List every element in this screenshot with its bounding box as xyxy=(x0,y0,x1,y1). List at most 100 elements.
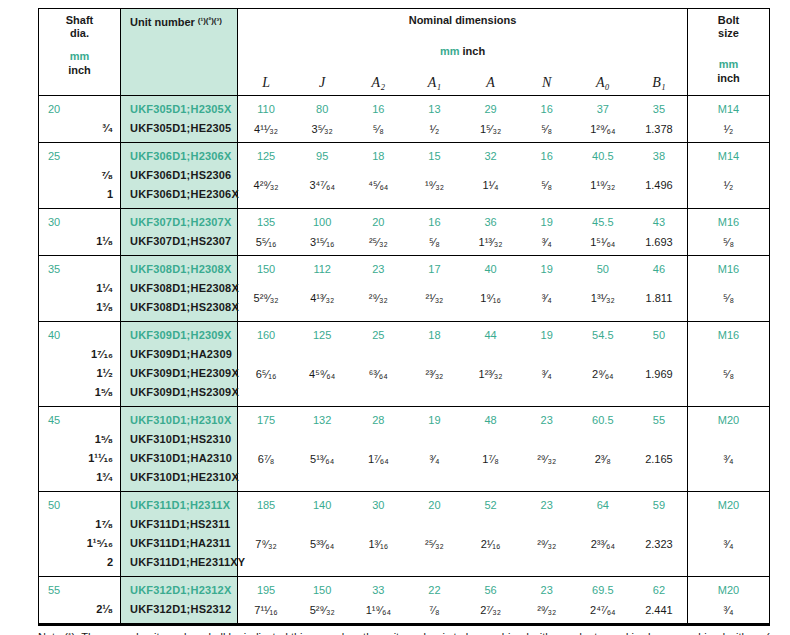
shaft-inch-value: 1³⁄₈ xyxy=(39,298,120,317)
dim-mm-value: 100 xyxy=(294,213,350,232)
dim-cell-col-4: 481⁷⁄₈ xyxy=(463,406,519,491)
dim-inch-value: 2⁴⁷⁄₆₄ xyxy=(590,604,616,616)
dim-mm-value: 19 xyxy=(519,326,575,345)
dim-inch-value: 1¹⁄₄ xyxy=(483,179,499,191)
dim-cell-col-7: 351.378 xyxy=(631,95,687,142)
shaft-dia-cell: 401⁷⁄₁₆1¹⁄₂1⁵⁄₈ xyxy=(39,321,121,406)
bolt-inch-value: ⁵⁄₈ xyxy=(723,368,734,380)
dim-cell-col-6: 54.52⁹⁄₆₄ xyxy=(575,321,631,406)
dim-inch-wrap: 1¹⁄₄ xyxy=(463,166,519,204)
dim-mm-value: 20 xyxy=(350,213,406,232)
dim-inch-wrap: 2.323 xyxy=(631,515,687,572)
dim-inch-value: ⁷⁄₈ xyxy=(429,604,439,616)
dim-inch-wrap: 2⁷⁄₃₂ xyxy=(463,600,519,619)
dim-cell-col-7: 461.811 xyxy=(631,255,687,321)
dim-inch-value: 6⁵⁄₁₆ xyxy=(256,368,277,380)
dim-mm-value: 29 xyxy=(463,100,519,119)
dim-mm-value: 150 xyxy=(238,260,294,279)
dim-cell-col-2: 331¹⁹⁄₆₄ xyxy=(350,576,406,623)
dim-cell-col-0: 1606⁵⁄₁₆ xyxy=(238,321,294,406)
dim-inch-value: 1.496 xyxy=(645,179,673,191)
dim-inch-wrap: ¹⁄₂ xyxy=(406,119,462,138)
dim-inch-wrap: 2³⁄₈ xyxy=(575,430,631,487)
dim-mm-value: 46 xyxy=(631,260,687,279)
footnote: Note (¹): The second unit number shall b… xyxy=(38,630,770,635)
dim-inch-wrap: 4²⁹⁄₃₂ xyxy=(238,166,294,204)
dim-inch-value: 4²⁹⁄₃₂ xyxy=(254,179,279,191)
header-bolt-mm-label: mm xyxy=(688,57,769,71)
unit-number: UKF311D1;H2311X xyxy=(121,496,237,515)
dim-mm-value: 195 xyxy=(238,581,294,600)
dim-inch-value: 7¹¹⁄₁₆ xyxy=(254,604,277,616)
unit-number-cell: UKF312D1;H2312XUKF312D1;HS2312 xyxy=(121,576,238,623)
dim-inch-wrap: 1³¹⁄₃₂ xyxy=(575,279,631,317)
bolt-inch-wrap: ³⁄₄ xyxy=(688,430,769,487)
dim-inch-value: 1.969 xyxy=(645,368,673,380)
dim-inch-value: 2.441 xyxy=(645,604,673,616)
dim-inch-wrap: ⁷⁄₈ xyxy=(406,600,462,619)
dim-inch-value: 6⁷⁄₈ xyxy=(258,453,275,465)
dim-inch-wrap: 6⁷⁄₈ xyxy=(238,430,294,487)
dim-inch-value: ⁵⁄₈ xyxy=(541,123,552,135)
unit-number: UKF310D1;HS2310 xyxy=(121,430,237,449)
dim-inch-wrap: 1²⁹⁄₆₄ xyxy=(575,119,631,138)
dim-cell-col-3: 22⁷⁄₈ xyxy=(406,576,462,623)
unit-number: UKF307D1;HS2307 xyxy=(121,232,237,251)
dim-mm-value: 20 xyxy=(406,496,462,515)
dim-cell-col-6: 60.52³⁄₈ xyxy=(575,406,631,491)
header-shaft-title: Shaft dia. xyxy=(39,14,120,40)
bolt-inch-wrap: ³⁄₄ xyxy=(688,600,769,619)
dim-mm-value: 23 xyxy=(350,260,406,279)
shaft-dia-cell: 451⁵⁄₈1¹¹⁄₁₆1³⁄₄ xyxy=(39,406,121,491)
header-shaft-dia: Shaft dia. mm inch xyxy=(39,9,121,95)
dimension-column-letters: LJA₂A₁ANA₀B₁ xyxy=(238,75,687,91)
dim-inch-wrap: 1³⁄₁₆ xyxy=(350,515,406,572)
dim-column-letter-0: L xyxy=(238,75,294,91)
dim-inch-value: 5¹³⁄₆₄ xyxy=(310,453,334,465)
bolt-inch-value: ³⁄₄ xyxy=(724,604,734,616)
dim-cell-col-2: 16⁵⁄₈ xyxy=(350,95,406,142)
dim-mm-value: 175 xyxy=(238,411,294,430)
dim-cell-col-2: 301³⁄₁₆ xyxy=(350,491,406,576)
header-shaft-mm-label: mm xyxy=(39,49,120,63)
dim-mm-value: 28 xyxy=(350,411,406,430)
dim-cell-col-1: 1003¹⁵⁄₁₆ xyxy=(294,208,350,255)
dim-mm-value: 33 xyxy=(350,581,406,600)
dim-mm-value: 16 xyxy=(519,147,575,166)
dim-mm-value: 40.5 xyxy=(575,147,631,166)
header-bolt-inch-label: inch xyxy=(688,71,769,85)
dim-inch-wrap: 2.165 xyxy=(631,430,687,487)
dim-mm-value: 80 xyxy=(294,100,350,119)
dim-inch-wrap: 7⁹⁄₃₂ xyxy=(238,515,294,572)
dim-cell-col-5: 19³⁄₄ xyxy=(519,208,575,255)
dim-inch-wrap: ⁵⁄₈ xyxy=(519,119,575,138)
dim-cell-col-1: 1505²⁹⁄₃₂ xyxy=(294,576,350,623)
dim-inch-wrap: ³⁄₄ xyxy=(519,232,575,251)
dim-inch-wrap: 1¹⁹⁄₃₂ xyxy=(575,166,631,204)
dim-inch-value: 1⁷⁄₈ xyxy=(482,453,499,465)
dim-cell-col-2: 18⁴⁵⁄₆₄ xyxy=(350,142,406,208)
dim-cell-col-3: 18²³⁄₃₂ xyxy=(406,321,462,406)
bolt-mm-value: M16 xyxy=(688,213,769,232)
bolt-size-cell: M14¹⁄₂ xyxy=(687,142,769,208)
bolt-inch-wrap: ¹⁄₂ xyxy=(688,119,769,138)
dim-inch-wrap: 5¹³⁄₆₄ xyxy=(294,430,350,487)
dim-inch-wrap: ³⁄₄ xyxy=(406,430,462,487)
dim-mm-value: 23 xyxy=(519,411,575,430)
dim-mm-value: 54.5 xyxy=(575,326,631,345)
header-shaft-units: mm inch xyxy=(39,49,120,89)
header-unit-title: Unit number (¹)(²)(³) xyxy=(130,14,237,29)
bolt-mm-value: M16 xyxy=(688,260,769,279)
dim-column-letter-1: J xyxy=(294,75,350,91)
dim-cell-col-4: 562⁷⁄₃₂ xyxy=(463,576,519,623)
dim-inch-wrap: ²⁹⁄₃₂ xyxy=(519,430,575,487)
dim-mm-value: 37 xyxy=(575,100,631,119)
unit-number: UKF310D1;HE2310X xyxy=(121,468,237,487)
bolt-inch-wrap: ¹⁄₂ xyxy=(688,166,769,204)
dim-mm-value: 132 xyxy=(294,411,350,430)
dim-mm-value: 13 xyxy=(406,100,462,119)
dim-inch-wrap: 2⁹⁄₆₄ xyxy=(575,345,631,402)
unit-number-cell: UKF307D1;H2307XUKF307D1;HS2307 xyxy=(121,208,238,255)
dim-inch-wrap: 2⁴⁷⁄₆₄ xyxy=(575,600,631,619)
dim-cell-col-1: 1124¹³⁄₃₂ xyxy=(294,255,350,321)
